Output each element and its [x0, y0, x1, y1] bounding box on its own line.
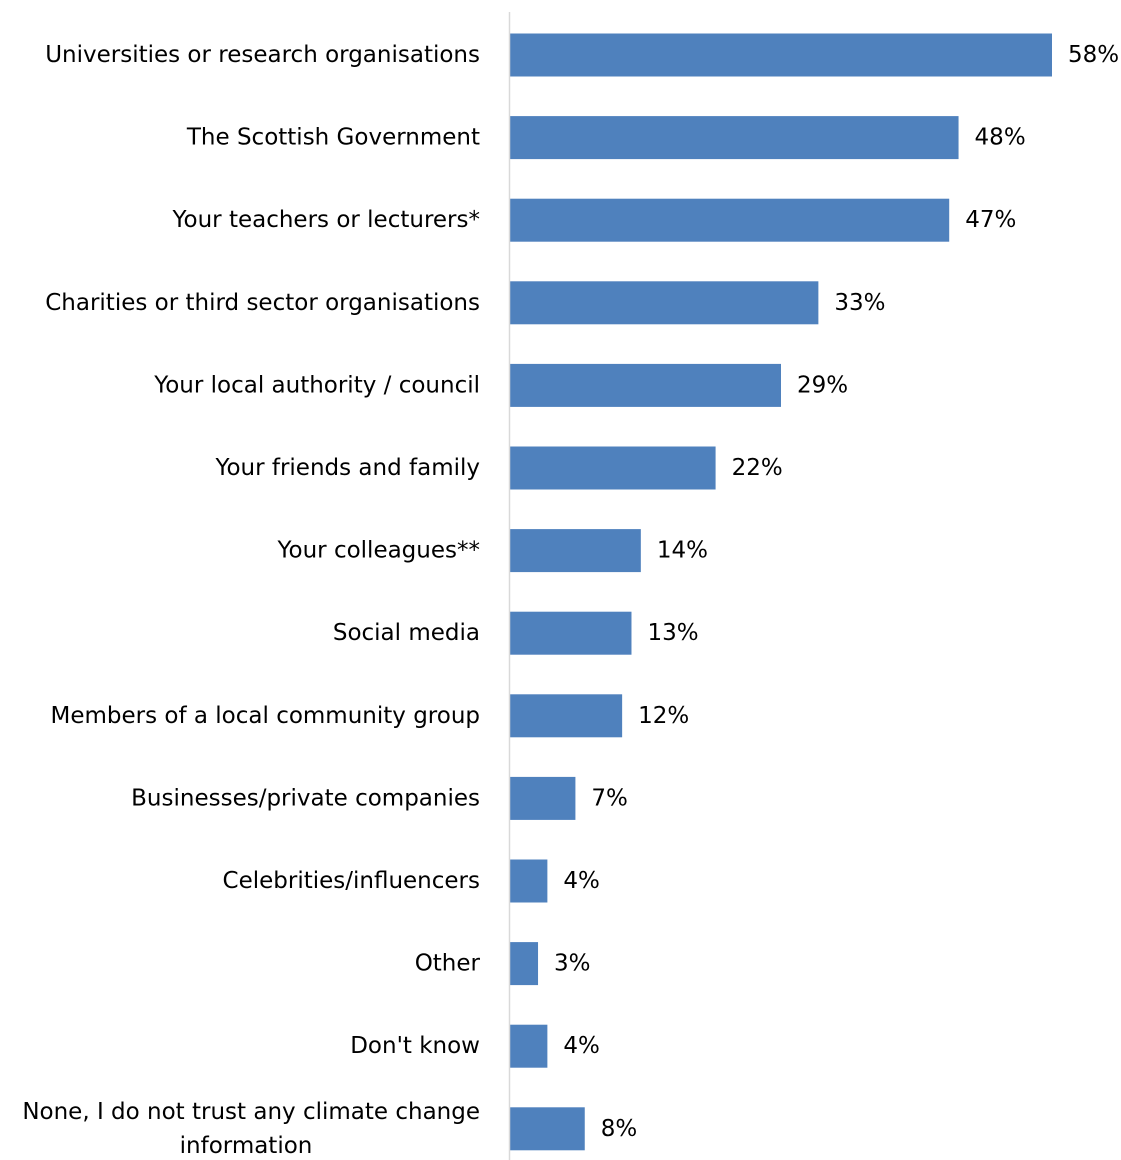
bar: [510, 694, 623, 738]
bar: [510, 363, 781, 407]
bar: [510, 116, 959, 160]
category-labels-group: Universities or research organisations Th…: [22, 42, 480, 1159]
category-label: Other: [415, 951, 481, 977]
value-label: 58%: [1068, 42, 1119, 68]
category-label: information: [180, 1133, 313, 1159]
category-label: Social media: [333, 620, 480, 646]
bar: [510, 198, 950, 242]
value-label: 4%: [563, 868, 600, 894]
category-label: Your local authority / council: [153, 372, 480, 398]
bar: [510, 776, 576, 820]
value-label: 4%: [563, 1033, 600, 1059]
value-label: 12%: [638, 703, 689, 729]
category-label: Celebrities/influencers: [223, 868, 480, 894]
category-label: Your colleagues**: [277, 538, 480, 564]
bar: [510, 446, 716, 490]
bar: [510, 281, 819, 325]
bar: [510, 529, 641, 573]
value-labels-group: 58% 48% 47% 33% 29% 22% 14% 13% 12% 7% 4% 3% 4% 8%: [554, 42, 1119, 1142]
bar: [510, 859, 548, 903]
value-label: 13%: [647, 620, 698, 646]
value-label: 48%: [975, 125, 1026, 151]
bar: [510, 33, 1052, 77]
category-label: Your friends and family: [214, 455, 480, 481]
bar: [510, 942, 539, 986]
category-label: None, I do not trust any climate change: [22, 1099, 480, 1125]
value-label: 8%: [601, 1116, 638, 1142]
value-label: 7%: [591, 785, 628, 811]
value-label: 22%: [732, 455, 783, 481]
value-label: 29%: [797, 372, 848, 398]
bar: [510, 611, 632, 655]
value-label: 3%: [554, 951, 591, 977]
bars-group: [510, 33, 1052, 1151]
value-label: 33%: [834, 290, 885, 316]
category-label: Your teachers or lecturers*: [172, 207, 480, 233]
bar: [510, 1107, 585, 1151]
value-label: 14%: [657, 538, 708, 564]
value-label: 47%: [965, 207, 1016, 233]
category-label: Don't know: [350, 1033, 480, 1059]
category-label: Universities or research organisations: [45, 42, 480, 68]
category-label: The Scottish Government: [186, 125, 480, 151]
bar: [510, 1024, 548, 1068]
category-label: Businesses/private companies: [131, 785, 480, 811]
category-label: Members of a local community group: [51, 703, 481, 729]
category-label: Charities or third sector organisations: [45, 290, 480, 316]
